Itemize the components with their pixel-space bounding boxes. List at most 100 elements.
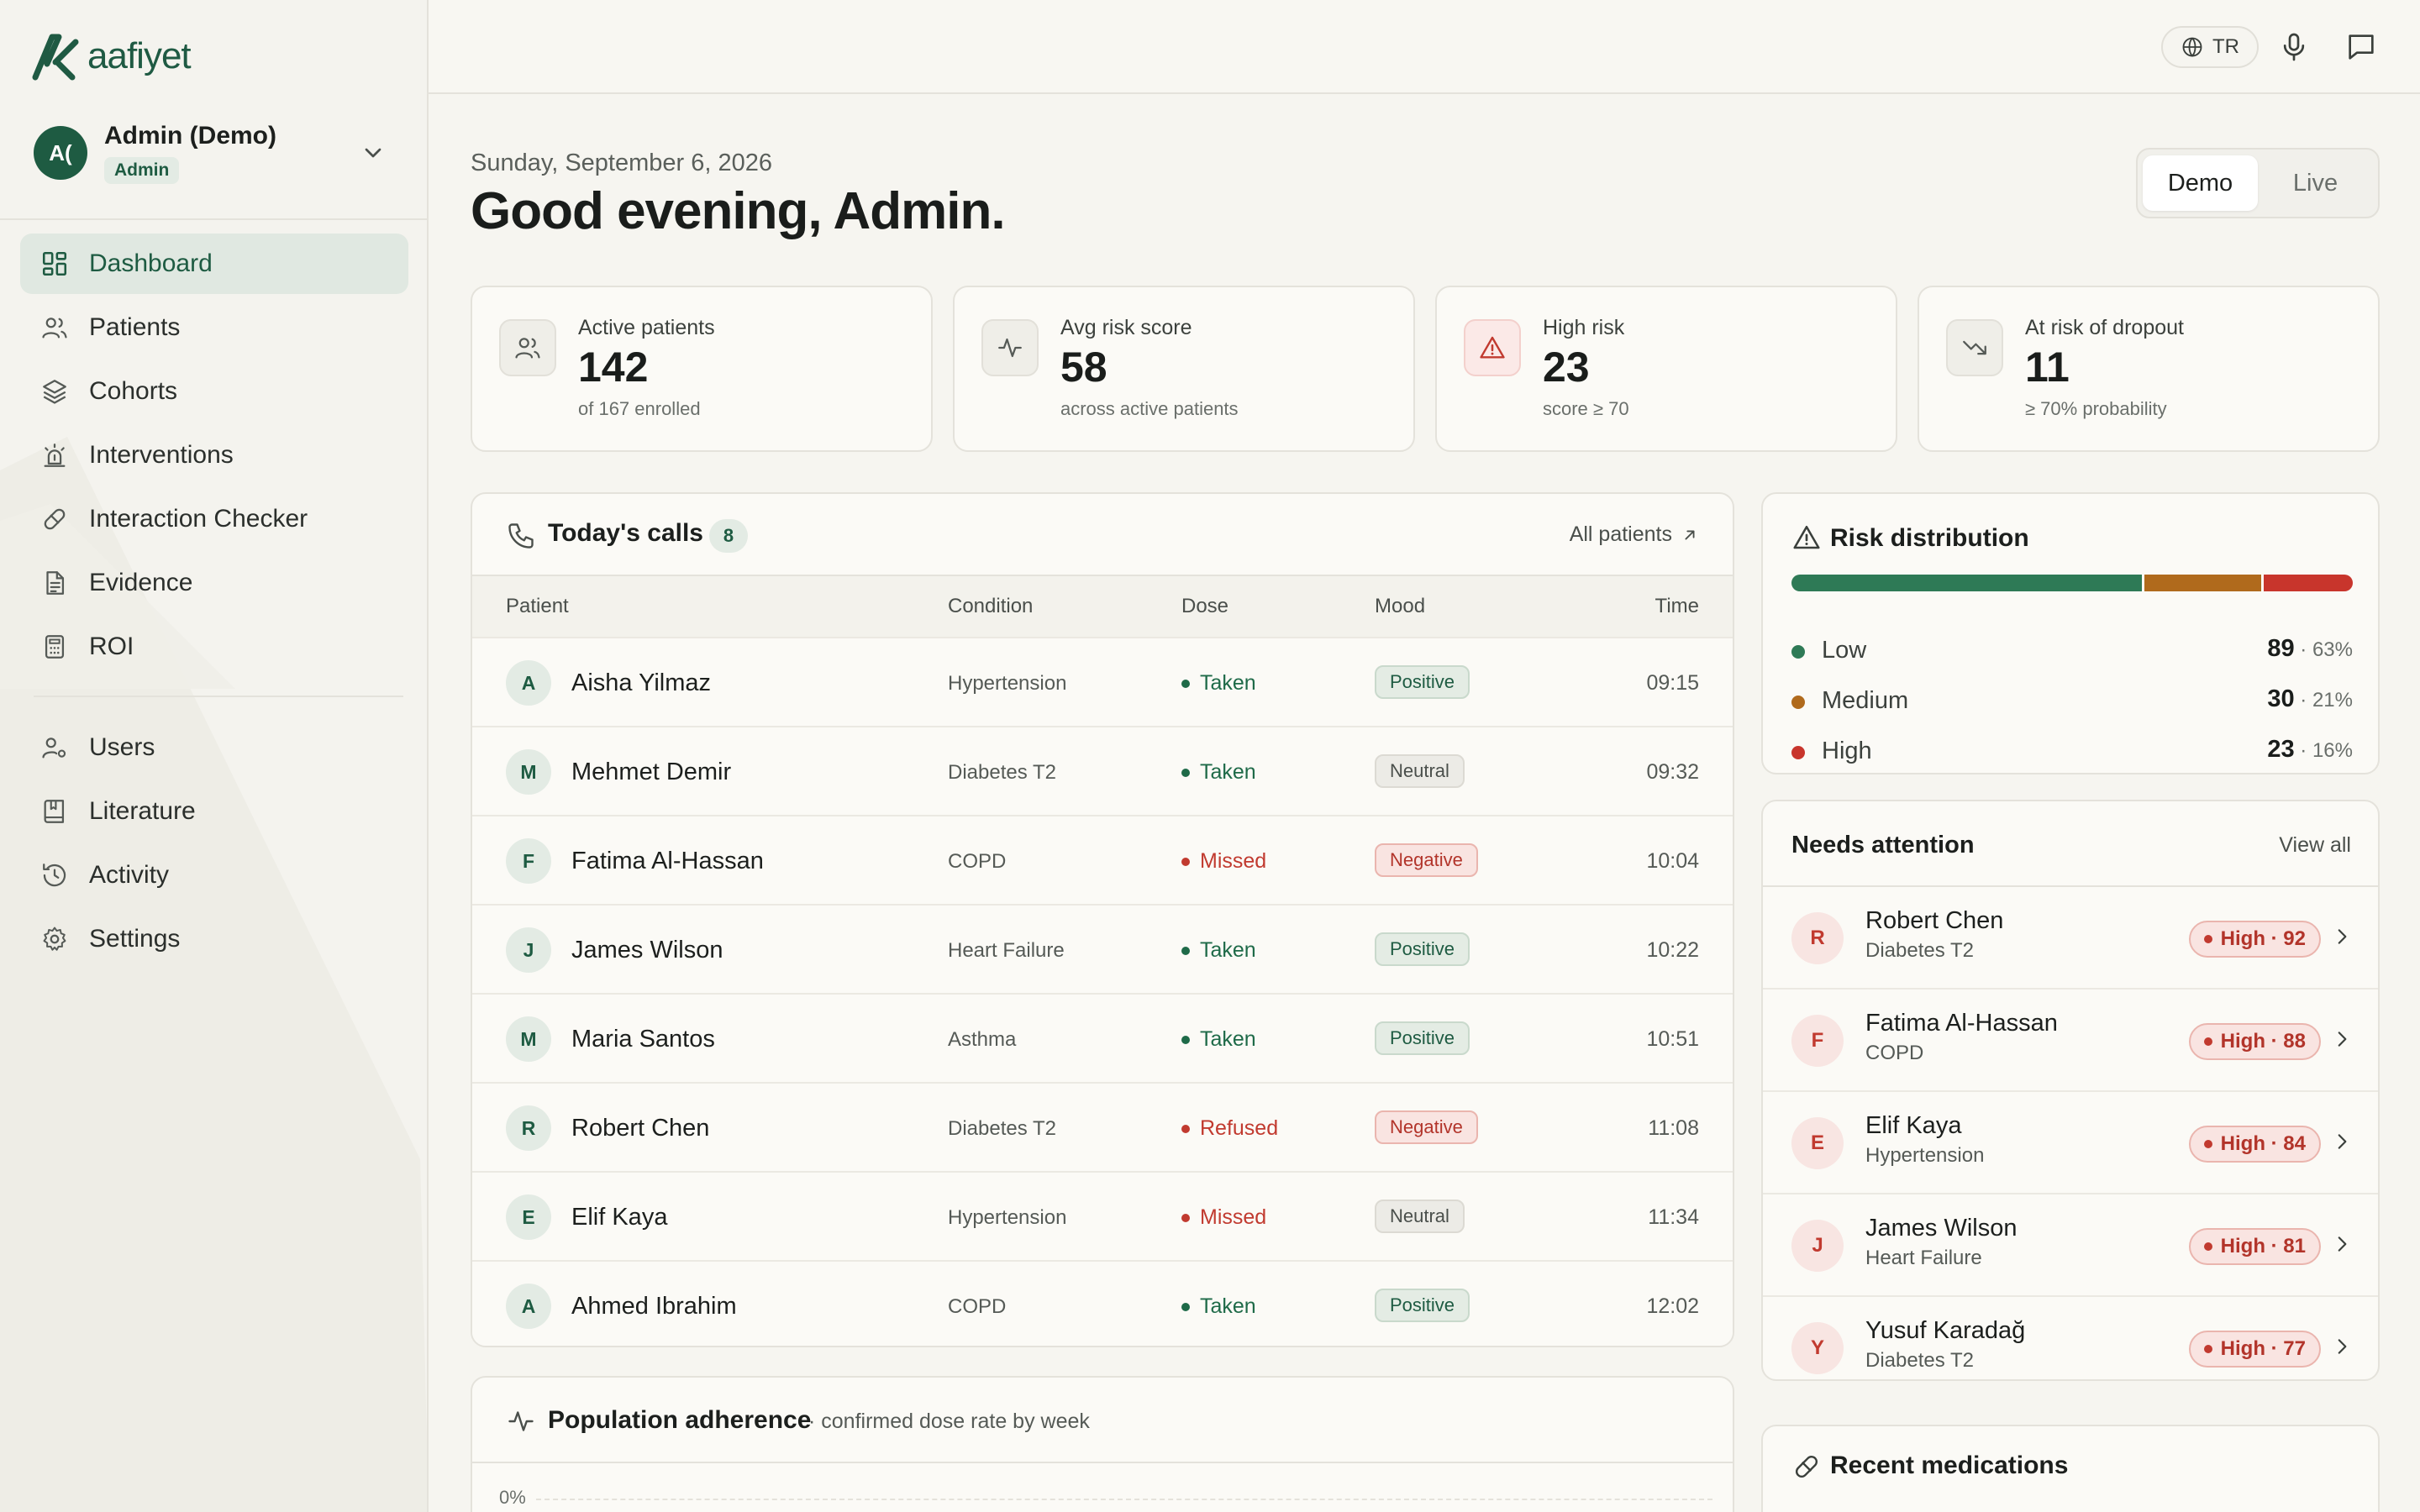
needs-attention-card: Needs attention View all R Robert Chen D… [1761, 800, 2380, 1381]
dose-label: Taken [1200, 938, 1256, 962]
table-row[interactable]: A Ahmed Ibrahim COPD Taken Positive 12:0… [472, 1262, 1733, 1346]
stat-subtext: ≥ 70% probability [2025, 398, 2167, 419]
sidebar-item-label: Dashboard [89, 249, 213, 277]
risk-count: 30 [2267, 685, 2295, 712]
view-all-link[interactable]: View all [2279, 833, 2351, 857]
sidebar-item-settings[interactable]: Settings [20, 909, 408, 969]
list-item[interactable]: E Elif Kaya Hypertension High · 84 [1763, 1092, 2378, 1194]
table-row[interactable]: A Aisha Yilmaz Hypertension Taken Positi… [472, 638, 1733, 727]
language-switcher[interactable]: TR [2161, 26, 2259, 68]
patient-avatar: E [1791, 1117, 1844, 1169]
attention-divider [1763, 885, 2378, 887]
topbar: TR [429, 0, 2420, 94]
patient-condition: Diabetes T2 [948, 761, 1056, 784]
dose-status: Missed [1181, 1205, 1266, 1230]
stat-card-avg-risk: Avg risk score 58 across active patients [953, 286, 1415, 452]
risk-label: Low [1822, 637, 1867, 664]
risk-title: Risk distribution [1830, 524, 2029, 552]
chevron-down-icon[interactable] [360, 139, 387, 166]
sidebar-item-label: Users [89, 733, 155, 761]
patient-condition: Diabetes T2 [1865, 939, 1974, 962]
pill-icon [44, 508, 66, 530]
stat-value: 58 [1060, 344, 1107, 391]
stat-card-high-risk: High risk 23 score ≥ 70 [1435, 286, 1897, 452]
patient-condition: Heart Failure [1865, 1247, 1982, 1269]
list-item[interactable]: F Fatima Al-Hassan COPD High · 88 [1763, 990, 2378, 1092]
activity-icon [508, 1411, 534, 1431]
page-title: Good evening, Admin. [471, 182, 1006, 240]
adherence-divider [472, 1462, 1733, 1463]
stat-label: High risk [1543, 316, 1625, 339]
sidebar-item-interventions[interactable]: Interventions [20, 425, 408, 486]
patient-name: Robert Chen [571, 1115, 710, 1142]
column-header-mood[interactable]: Mood [1375, 595, 1426, 617]
stat-subtext: of 167 enrolled [578, 398, 701, 419]
dose-status: Missed [1181, 849, 1266, 874]
patient-condition: COPD [948, 1295, 1007, 1318]
mood-badge: Positive [1375, 1289, 1470, 1322]
sidebar-item-literature[interactable]: Literature [20, 781, 408, 842]
risk-value: 30 · 21% [2267, 685, 2353, 712]
all-patients-label: All patients [1569, 522, 1672, 546]
column-header-condition[interactable]: Condition [948, 595, 1034, 617]
all-patients-link[interactable]: All patients [1570, 522, 1699, 547]
call-time: 11:08 [1648, 1116, 1699, 1140]
sidebar-item-evidence[interactable]: Evidence [20, 553, 408, 613]
dose-status: Taken [1181, 1027, 1256, 1052]
chevron-right-icon[interactable] [2331, 1028, 2353, 1050]
chevron-right-icon[interactable] [2331, 1336, 2353, 1357]
list-item[interactable]: Y Yusuf Karadağ Diabetes T2 High · 77 [1763, 1297, 2378, 1379]
sidebar-item-interaction-checker[interactable]: Interaction Checker [20, 489, 408, 549]
calls-count-badge: 8 [709, 519, 748, 553]
warning-icon [1464, 319, 1521, 376]
table-row[interactable]: M Maria Santos Asthma Taken Positive 10:… [472, 995, 1733, 1084]
sidebar-item-dashboard[interactable]: Dashboard [20, 234, 408, 294]
brand-logo[interactable]: aafiyet [30, 30, 192, 82]
table-row[interactable]: J James Wilson Heart Failure Taken Posit… [472, 906, 1733, 995]
patient-condition: Hypertension [948, 672, 1067, 695]
risk-row-low: Low 89 · 63% [1791, 633, 2353, 670]
adherence-subtitle: · confirmed dose rate by week [808, 1410, 1090, 1433]
table-row[interactable]: F Fatima Al-Hassan COPD Missed Negative … [472, 816, 1733, 906]
patient-name: Robert Chen [1865, 907, 2004, 934]
table-row[interactable]: R Robert Chen Diabetes T2 Refused Negati… [472, 1084, 1733, 1173]
sidebar-item-label: Literature [89, 797, 196, 825]
mode-live-button[interactable]: Live [2292, 169, 2338, 197]
chevron-right-icon[interactable] [2331, 1233, 2353, 1255]
sidebar-divider [0, 218, 427, 220]
table-row[interactable]: E Elif Kaya Hypertension Missed Neutral … [472, 1173, 1733, 1262]
risk-row-medium: Medium 30 · 21% [1791, 684, 2353, 721]
list-item[interactable]: J James Wilson Heart Failure High · 81 [1763, 1194, 2378, 1297]
chevron-right-icon[interactable] [2331, 1131, 2353, 1152]
patient-avatar: J [506, 927, 551, 973]
sidebar-item-label: Patients [89, 313, 181, 341]
patient-condition: COPD [948, 850, 1007, 873]
user-name: Admin (Demo) [104, 122, 276, 150]
sidebar-item-cohorts[interactable]: Cohorts [20, 361, 408, 422]
patient-name: Ahmed Ibrahim [571, 1293, 737, 1320]
dose-status: Taken [1181, 671, 1256, 696]
list-item[interactable]: R Robert Chen Diabetes T2 High · 92 [1763, 887, 2378, 990]
dashboard-icon [42, 251, 67, 276]
sidebar-item-activity[interactable]: Activity [20, 845, 408, 906]
mode-demo-button[interactable]: Demo [2143, 155, 2258, 211]
chat-icon[interactable] [2344, 30, 2378, 64]
medications-title: Recent medications [1830, 1452, 2069, 1479]
risk-badge-label: High · 92 [2220, 927, 2306, 950]
alarm-icon [44, 444, 66, 467]
table-row[interactable]: M Mehmet Demir Diabetes T2 Taken Neutral… [472, 727, 1733, 816]
risk-badge: High · 81 [2188, 1228, 2321, 1265]
user-menu[interactable]: A( Admin (Demo) Admin [34, 118, 395, 188]
sidebar-item-patients[interactable]: Patients [20, 297, 408, 358]
patient-name: Fatima Al-Hassan [571, 848, 764, 874]
risk-value: 23 · 16% [2267, 736, 2353, 763]
microphone-icon[interactable] [2277, 30, 2311, 64]
column-header-dose[interactable]: Dose [1181, 595, 1229, 617]
chevron-right-icon[interactable] [2331, 926, 2353, 948]
sidebar-item-users[interactable]: Users [20, 717, 408, 778]
column-header-patient[interactable]: Patient [506, 595, 569, 617]
sidebar-item-roi[interactable]: ROI [20, 617, 408, 677]
language-label: TR [2212, 35, 2239, 58]
column-header-time[interactable]: Time [1655, 595, 1699, 617]
users-icon [42, 318, 67, 339]
